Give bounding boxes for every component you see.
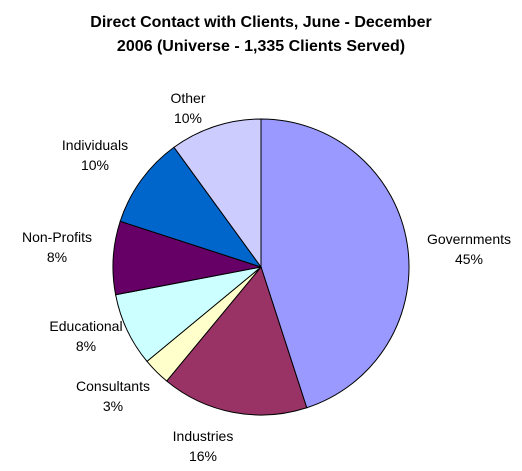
slice-label-non-profits: Non-Profits: [22, 229, 92, 245]
slice-value-industries: 16%: [189, 448, 217, 464]
pie-slices: [112, 118, 410, 416]
slice-value-educational: 8%: [76, 338, 96, 354]
chart-title-line-2: 2006 (Universe - 1,335 Clients Served): [117, 38, 405, 55]
slice-value-other: 10%: [174, 110, 202, 126]
slice-value-individuals: 10%: [81, 157, 109, 173]
slice-label-governments: Governments: [427, 231, 511, 247]
slice-label-individuals: Individuals: [62, 137, 128, 153]
slice-value-non-profits: 8%: [47, 249, 67, 265]
pie-slice-other: [173, 118, 262, 269]
pie-slice-individuals: [119, 146, 263, 268]
slice-label-industries: Industries: [173, 428, 234, 444]
slice-label-consultants: Consultants: [76, 378, 150, 394]
slice-value-governments: 45%: [455, 251, 483, 267]
pie-slice-industries: [165, 265, 308, 416]
slice-label-other: Other: [170, 90, 205, 106]
slice-value-consultants: 3%: [103, 398, 123, 414]
pie-slice-governments: [260, 118, 410, 409]
chart-title-line-1: Direct Contact with Clients, June - Dece…: [90, 14, 431, 31]
slice-label-educational: Educational: [49, 318, 122, 334]
pie-labels: Governments 45% Industries 16% Consultants 3%…: [22, 90, 511, 464]
chart-title: Direct Contact with Clients, June - Dece…: [90, 14, 431, 55]
